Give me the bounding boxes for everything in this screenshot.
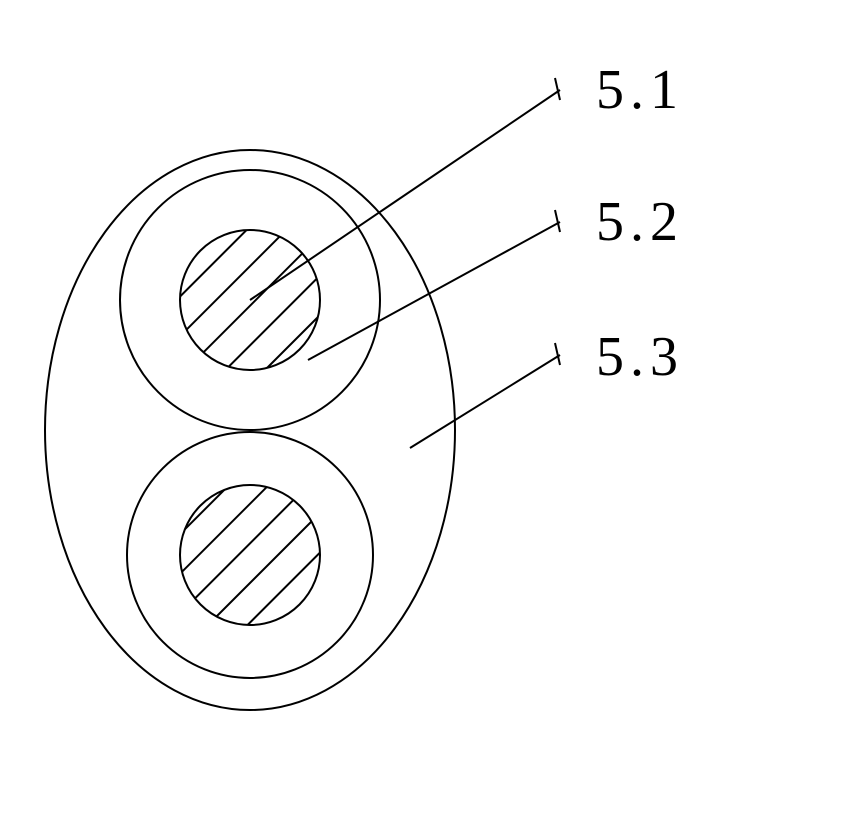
cable-cross-section-diagram: 5.1 5.2 5.3	[0, 0, 860, 817]
label-text-5.3: 5.3	[596, 326, 684, 388]
leader-tick-5.2	[555, 210, 560, 232]
leader-line-5.3	[410, 355, 560, 448]
leader-line-5.1	[250, 90, 560, 300]
labels-group: 5.1 5.2 5.3	[250, 59, 684, 448]
label-text-5.2: 5.2	[596, 191, 684, 253]
label-text-5.1: 5.1	[596, 59, 684, 121]
leader-tick-5.3	[555, 343, 560, 365]
leader-tick-5.1	[555, 78, 560, 100]
leader-line-5.2	[308, 222, 560, 360]
